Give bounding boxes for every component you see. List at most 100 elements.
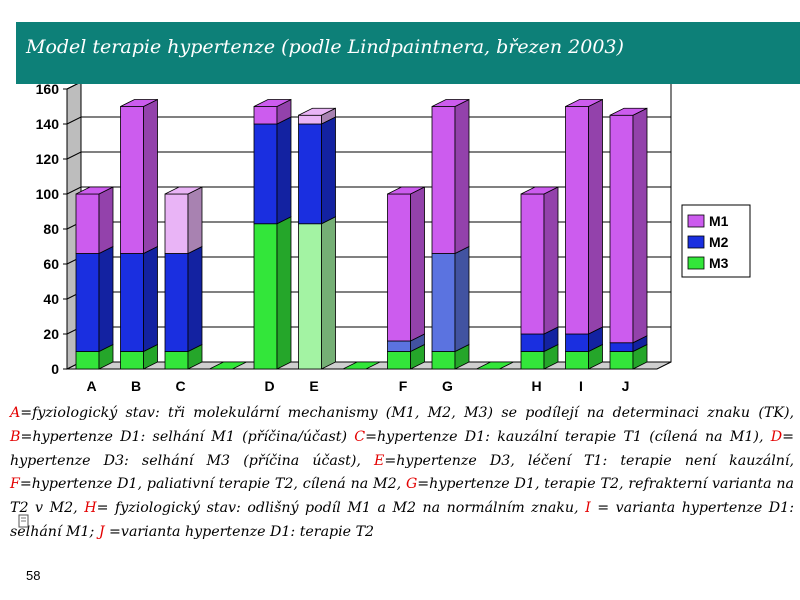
bar-top [75, 186, 114, 195]
bar-m1 [75, 193, 100, 254]
bar-m2 [609, 342, 634, 352]
bar-m1-side [632, 107, 648, 344]
bar-top [342, 361, 381, 370]
bar-m1-side [98, 186, 114, 255]
bar-m2 [298, 123, 322, 225]
bar-m3 [520, 351, 545, 370]
legend-key-i: I [585, 500, 591, 517]
description-text: A=fyziologický stav: tři molekulární mec… [10, 402, 794, 545]
bar-m1 [120, 106, 144, 254]
bar-m3 [164, 351, 189, 370]
y-tick-label: 40 [43, 291, 59, 307]
legend-label-m3: M3 [709, 255, 729, 271]
legend-swatch-m3 [687, 256, 705, 270]
x-tick-label: A [86, 378, 96, 394]
bar-m3 [565, 351, 589, 370]
bar-top [565, 99, 603, 107]
y-tick-label: 140 [36, 116, 60, 132]
bar-m1 [253, 106, 278, 125]
gridline [66, 84, 79, 90]
description-item: =hypertenze D1, terapie T2, refrakterní … [10, 476, 794, 517]
bar-m1-side [410, 186, 425, 342]
x-tick-label: G [442, 378, 453, 394]
x-tick-label: I [579, 378, 583, 394]
bar-m2 [565, 333, 589, 352]
bar-m1-side [588, 98, 603, 335]
description-item: = fyziologický stav: odlišný podíl M1 a … [96, 500, 586, 517]
bar-m1-side [143, 98, 158, 255]
x-tick-label: C [175, 378, 185, 394]
legend-swatch-m2 [687, 235, 705, 249]
bar-m2-side [187, 245, 203, 353]
y-tick-label: 20 [43, 326, 59, 342]
bar-m1 [609, 114, 634, 344]
bar-m2-side [321, 116, 336, 225]
bar-m1 [431, 106, 456, 254]
bar-top [476, 361, 514, 370]
description-item: = varianta hypertenze D1: selhání M1; [10, 500, 794, 540]
bar-m1-side [543, 186, 559, 335]
description-item: = hypertenze D3: selhání M3 (příčina úča… [10, 428, 795, 469]
bar-m1 [520, 193, 545, 335]
y-tick-label: 60 [43, 256, 59, 272]
description-item: =fyziologický stav: tři molekulární mech… [20, 405, 794, 421]
bar-m3 [75, 351, 100, 370]
bar-m2-side [454, 245, 470, 353]
legend-label-m2: M2 [709, 234, 729, 250]
bar-top [387, 186, 425, 195]
gridline [66, 116, 671, 125]
legend-swatch-m1 [687, 214, 705, 228]
stacked-bar-chart: 0 20 40 60 80 100 120 140 160 A B C D E F G H I J M1 M2 M3 [36, 84, 751, 394]
bar-m3-side [321, 216, 336, 370]
y-tick-label: 120 [36, 151, 60, 167]
x-tick-label: D [264, 378, 274, 394]
bar-top [520, 186, 559, 195]
legend-key-g: G [405, 476, 418, 493]
bar-m1 [298, 114, 322, 125]
y-tick-label: 100 [36, 186, 60, 202]
legend-key-j: J [98, 523, 105, 540]
bar-m2 [387, 340, 411, 352]
bar-m3 [298, 223, 322, 370]
bar-m2 [431, 253, 456, 352]
bar-top [431, 99, 470, 107]
legend-key-b: B [10, 428, 21, 445]
bar-m1 [565, 106, 589, 335]
description-item: =hypertenze D3, léčení T1: terapie není … [384, 452, 794, 469]
bar-top [164, 186, 203, 195]
gridline [66, 186, 671, 195]
bar-m1-side [454, 98, 470, 255]
x-tick-label: E [309, 378, 318, 394]
bar-top [120, 99, 158, 107]
bar-m2 [75, 253, 100, 352]
legend-key-h: H [84, 500, 97, 517]
slide-title: Model terapie hypertenze (podle Lindpain… [26, 36, 624, 58]
description-item: =hypertenze D1, paliativní terapie T2, c… [19, 476, 406, 493]
bar-m3 [387, 351, 411, 370]
y-tick-label: 160 [36, 84, 60, 97]
legend-key-d: D [770, 428, 783, 445]
bar-top [298, 107, 336, 116]
x-tick-label: B [131, 378, 141, 394]
x-tick-label: H [531, 378, 541, 394]
description-item: =hypertenze D1: kauzální terapie T1 (cíl… [365, 428, 771, 445]
bar-m2-side [276, 116, 292, 225]
description-item: =varianta hypertenze D1: terapie T2 [104, 523, 375, 540]
description-item: =hypertenze D1: selhání M1 (příčina/účas… [20, 428, 355, 445]
bar-m2-side [98, 245, 114, 353]
bar-m3 [253, 223, 278, 370]
bar-top [609, 107, 648, 116]
bar-top [253, 99, 292, 107]
title-bar: Model terapie hypertenze (podle Lindpain… [16, 22, 800, 84]
bar-m2 [120, 253, 144, 352]
y-tick-label: 0 [51, 361, 59, 377]
legend-key-a: A [10, 405, 21, 421]
gridline [66, 151, 671, 160]
document-icon [18, 514, 29, 528]
y-tick-label: 80 [43, 221, 59, 237]
bar-m3 [431, 351, 456, 370]
bar-m1 [387, 193, 411, 342]
legend-key-e: E [374, 452, 385, 469]
legend-label-m1: M1 [709, 213, 729, 229]
x-tick-label: F [399, 378, 408, 394]
